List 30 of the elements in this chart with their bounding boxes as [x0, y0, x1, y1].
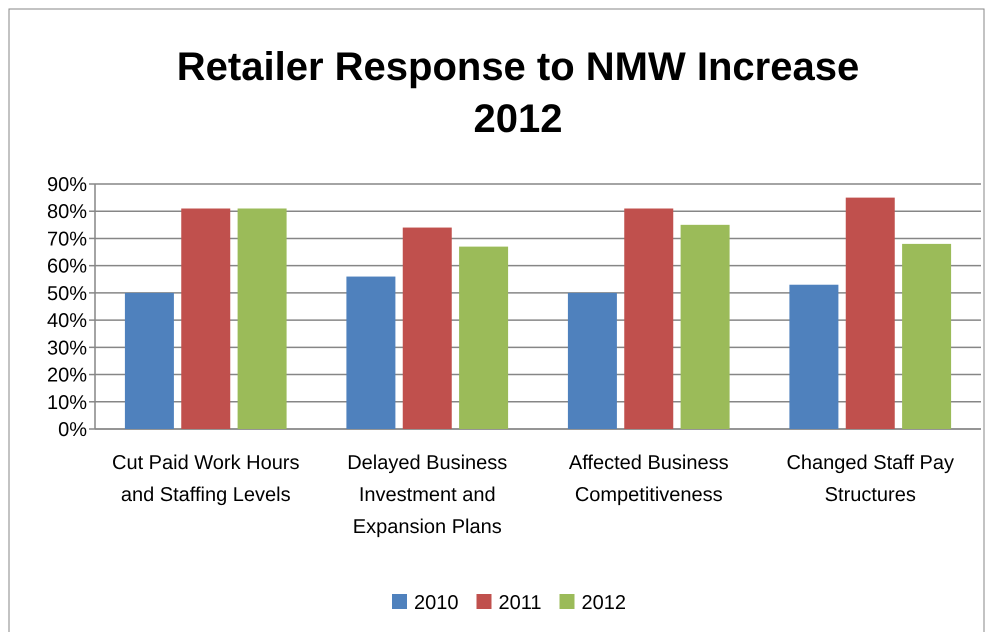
- bar: [459, 246, 508, 429]
- y-tick-label: 50%: [46, 282, 88, 305]
- bar: [624, 208, 674, 429]
- bar: [902, 244, 952, 429]
- bar: [680, 224, 730, 429]
- x-tick-label: Changed Staff Pay Structures: [786, 452, 954, 506]
- y-tick-label: 40%: [46, 310, 88, 332]
- y-tick-label: 80%: [46, 201, 88, 224]
- y-tick-label: 90%: [46, 174, 88, 196]
- x-tick-label: Cut Paid Work Hours and Staffing Levels: [112, 452, 300, 506]
- y-tick-label: 0%: [58, 419, 88, 441]
- x-tick-label: Affected Business Competitiveness: [568, 452, 729, 506]
- bar: [238, 208, 287, 429]
- bar: [346, 276, 396, 429]
- y-tick-label: 30%: [46, 337, 88, 360]
- bar: [789, 284, 838, 429]
- bar: [568, 292, 617, 429]
- x-tick-label: Delayed Business Investment and Expansion Plans: [347, 452, 508, 538]
- bar: [124, 292, 174, 429]
- y-tick-label: 70%: [46, 228, 88, 250]
- legend-label: 2011: [498, 592, 542, 614]
- chart-title: Retailer Response to NMW Increase 2012: [176, 45, 860, 141]
- bar: [402, 228, 452, 429]
- bar: [846, 198, 895, 429]
- y-tick-label: 60%: [46, 256, 88, 278]
- bar: [181, 208, 230, 429]
- legend-label: 2012: [582, 592, 626, 614]
- y-tick-label: 20%: [46, 364, 88, 387]
- y-tick-label: 10%: [46, 392, 88, 414]
- legend-label: 2010: [414, 592, 459, 614]
